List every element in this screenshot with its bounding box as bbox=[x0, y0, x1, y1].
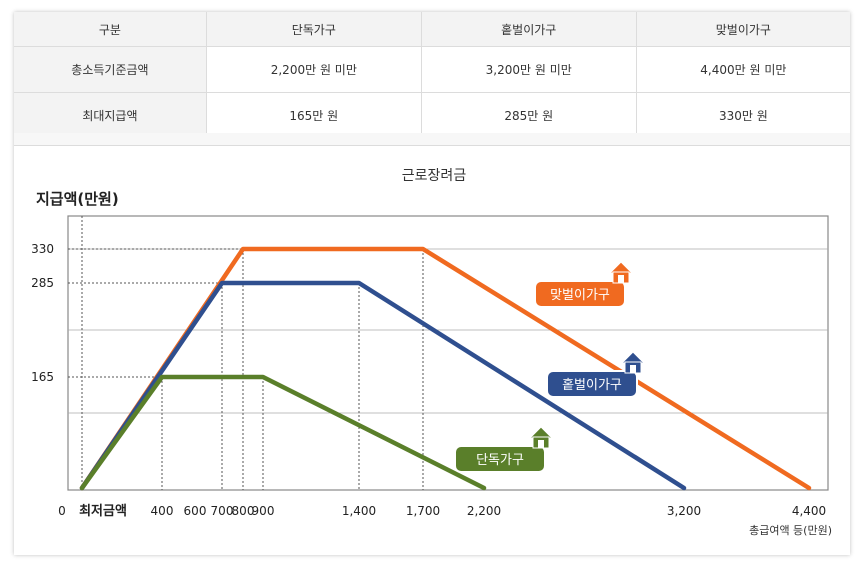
table-cell: 165만 원 bbox=[206, 92, 422, 139]
payment-chart: 근로장려금 지급액(만원) 총급여액 등(만원) 0 최저금액 165 285 33… bbox=[31, 168, 832, 537]
eligibility-table: 구분 단독가구 홑벌이가구 맞벌이가구 총소득기준금액 2,200만 원 미만 … bbox=[14, 12, 850, 139]
series-layer bbox=[79, 246, 812, 491]
house-door bbox=[630, 365, 636, 373]
x-tick-label: 600 bbox=[184, 504, 207, 518]
house-door bbox=[538, 440, 544, 448]
series-label-text: 홑벌이가구 bbox=[562, 378, 622, 393]
x-origin-label: 0 bbox=[58, 504, 66, 518]
table-header-row: 구분 단독가구 홑벌이가구 맞벌이가구 bbox=[14, 12, 850, 47]
series-label: 홑벌이가구 bbox=[546, 351, 646, 398]
series-label-badge bbox=[454, 445, 546, 473]
table-cell: 4,400만 원 미만 bbox=[636, 46, 850, 93]
x-tick-label: 3,200 bbox=[667, 504, 701, 518]
house-door bbox=[618, 275, 624, 283]
series-label-text: 맞벌이가구 bbox=[550, 288, 610, 303]
x-tick-label: 2,200 bbox=[467, 504, 501, 518]
table-header-cell: 구분 bbox=[14, 12, 207, 47]
x-tick-label: 800 bbox=[232, 504, 255, 518]
row-label: 최대지급액 bbox=[14, 92, 207, 139]
table-row: 총소득기준금액 2,200만 원 미만 3,200만 원 미만 4,400만 원… bbox=[14, 46, 850, 93]
x-min-label: 최저금액 bbox=[79, 504, 127, 519]
table-header-cell: 홑벌이가구 bbox=[421, 12, 637, 47]
table-row: 최대지급액 165만 원 285만 원 330만 원 bbox=[14, 92, 850, 139]
table-cell: 2,200만 원 미만 bbox=[206, 46, 422, 93]
grid-layer bbox=[67, 215, 829, 491]
y-tick-label: 285 bbox=[31, 276, 54, 290]
y-tick-label: 330 bbox=[31, 242, 54, 256]
content-frame: 구분 단독가구 홑벌이가구 맞벌이가구 총소득기준금액 2,200만 원 미만 … bbox=[14, 12, 850, 555]
table-header-cell: 단독가구 bbox=[206, 12, 422, 47]
x-tick-label: 4,400 bbox=[792, 504, 826, 518]
section-divider bbox=[14, 133, 850, 146]
x-tick-label: 1,400 bbox=[342, 504, 376, 518]
table-cell: 3,200만 원 미만 bbox=[421, 46, 637, 93]
chart-title: 근로장려금 bbox=[402, 168, 467, 184]
plot-frame bbox=[67, 215, 829, 491]
series-line bbox=[79, 374, 487, 491]
series-label-badge bbox=[534, 280, 626, 308]
x-tick-label: 1,700 bbox=[406, 504, 440, 518]
house-icon bbox=[608, 261, 634, 284]
y-tick-label: 165 bbox=[31, 370, 54, 384]
x-tick-label: 400 bbox=[151, 504, 174, 518]
x-tick-label: 900 bbox=[252, 504, 275, 518]
house-icon bbox=[620, 351, 646, 374]
series-line bbox=[79, 280, 687, 491]
row-label: 총소득기준금액 bbox=[14, 46, 207, 93]
series-label-badge bbox=[546, 370, 638, 398]
x-axis-label: 총급여액 등(만원) bbox=[749, 524, 832, 537]
series-label: 단독가구 bbox=[454, 426, 554, 473]
house-icon bbox=[528, 426, 554, 449]
series-label: 맞벌이가구 bbox=[534, 261, 634, 308]
y-axis-label: 지급액(만원) bbox=[36, 190, 119, 208]
table-header-cell: 맞벌이가구 bbox=[636, 12, 850, 47]
x-tick-label: 700 bbox=[211, 504, 234, 518]
series-label-text: 단독가구 bbox=[476, 453, 524, 468]
table-cell: 330만 원 bbox=[636, 92, 850, 139]
